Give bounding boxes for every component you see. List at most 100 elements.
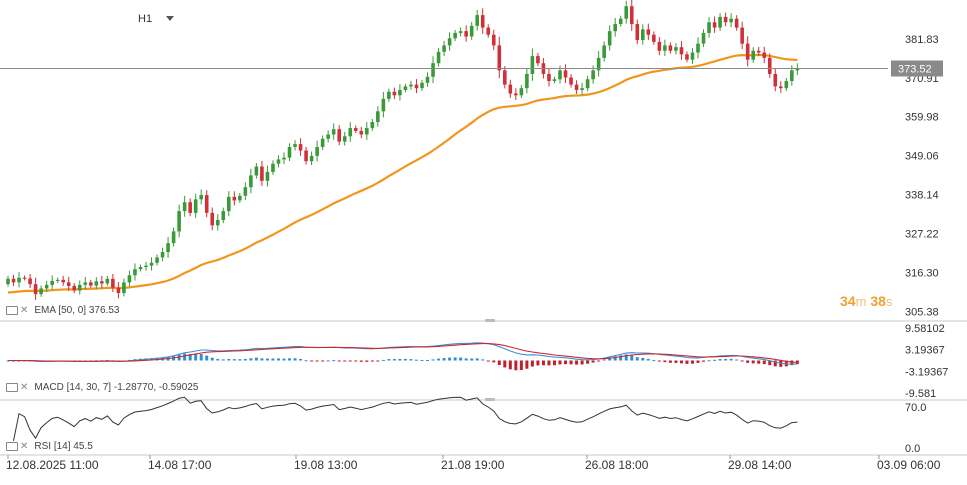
candle-body xyxy=(155,257,159,263)
candle-body xyxy=(591,70,595,80)
macd-histogram-bar xyxy=(696,360,700,363)
time-axis-tick: 12.08.2025 11:00 xyxy=(6,458,99,472)
candles-group xyxy=(6,0,800,300)
macd-histogram-bar xyxy=(177,354,181,361)
candle-body xyxy=(199,195,203,200)
macd-histogram-bar xyxy=(398,358,402,361)
indicator-settings-icon[interactable] xyxy=(6,383,18,392)
candle-body xyxy=(227,196,231,212)
candle-body xyxy=(353,128,358,131)
candle-body xyxy=(530,56,535,74)
macd-histogram-bar xyxy=(276,358,280,361)
candle-body xyxy=(690,52,695,60)
candle-body xyxy=(751,50,755,60)
macd-histogram-bar xyxy=(641,357,645,361)
candle-body xyxy=(287,146,292,158)
candle-body xyxy=(100,281,104,284)
macd-histogram-bar xyxy=(564,360,568,365)
candle-body xyxy=(420,82,424,89)
macd-histogram-bar xyxy=(205,355,209,361)
candle-body xyxy=(563,70,568,78)
close-icon[interactable]: ✕ xyxy=(20,382,29,393)
macd-axis-tick: -9.581 xyxy=(905,388,936,400)
macd-histogram-bar xyxy=(707,360,711,362)
macd-histogram-bar xyxy=(199,354,203,361)
candle-body xyxy=(6,278,10,285)
candle-body xyxy=(127,275,132,283)
time-axis-tick: 26.08 18:00 xyxy=(585,458,649,472)
macd-histogram-bar xyxy=(635,357,639,361)
candle-body xyxy=(618,18,623,25)
macd-histogram-bar xyxy=(376,360,380,362)
macd-histogram-bar xyxy=(685,360,689,364)
macd-histogram-bar xyxy=(497,360,501,365)
candle-body xyxy=(232,196,237,201)
candle-body xyxy=(436,51,441,64)
candle-body xyxy=(674,47,678,51)
candle-body xyxy=(685,54,689,60)
candle-body xyxy=(464,31,468,37)
macd-histogram-bar xyxy=(602,359,606,361)
candle-body xyxy=(376,111,380,123)
candle-body xyxy=(574,84,579,90)
current-price-value: 373.52 xyxy=(898,64,932,76)
macd-histogram-bar xyxy=(757,360,761,364)
macd-histogram-bar xyxy=(221,359,225,361)
macd-histogram-bar xyxy=(586,360,590,364)
macd-histogram-bar xyxy=(194,353,198,361)
price-axis-tick: 338.14 xyxy=(905,190,939,202)
indicator-settings-icon[interactable] xyxy=(6,306,18,315)
candle-body xyxy=(243,187,248,196)
candle-body xyxy=(39,288,43,295)
macd-histogram-bar xyxy=(724,358,728,361)
candle-body xyxy=(309,155,314,162)
macd-histogram-bar xyxy=(288,358,292,361)
countdown-seconds-unit: s xyxy=(885,294,893,309)
candle-body xyxy=(790,70,794,82)
candle-body xyxy=(447,38,452,46)
candle-body xyxy=(458,31,463,33)
candle-body xyxy=(486,27,491,35)
macd-histogram-bar xyxy=(370,360,374,362)
indicator-settings-icon[interactable] xyxy=(6,442,18,451)
close-icon[interactable]: ✕ xyxy=(20,441,29,452)
macd-histogram-bar xyxy=(690,360,694,364)
macd-histogram-bar xyxy=(608,357,612,361)
macd-line xyxy=(7,342,798,365)
macd-histogram-bar xyxy=(293,358,297,361)
macd-histogram-bar xyxy=(773,360,777,367)
candle-body xyxy=(138,267,143,270)
candle-body xyxy=(188,202,192,213)
candle-body xyxy=(370,122,375,129)
candle-body xyxy=(33,284,38,295)
macd-histogram-bar xyxy=(630,355,634,361)
timeframe-selector[interactable]: H1 xyxy=(138,13,153,25)
candle-body xyxy=(298,144,303,151)
candle-body xyxy=(61,279,65,283)
macd-histogram-bar xyxy=(321,360,325,362)
price-axis-tick: 316.30 xyxy=(905,267,939,279)
candle-body xyxy=(260,166,264,181)
candle-body xyxy=(514,93,518,96)
macd-histogram-bar xyxy=(762,360,766,365)
candle-body xyxy=(519,88,524,96)
close-icon[interactable]: ✕ xyxy=(20,305,29,316)
candle-body xyxy=(701,32,706,44)
macd-axis-tick: -3.19367 xyxy=(905,366,948,378)
candle-body xyxy=(77,284,82,291)
candle-body xyxy=(238,195,242,201)
macd-histogram-bar xyxy=(403,358,407,361)
candle-body xyxy=(734,18,739,28)
candle-body xyxy=(17,277,21,283)
candle-body xyxy=(83,282,88,285)
rsi-indicator-legend: ✕ RSI [14] 45.5 xyxy=(6,441,93,452)
macd-histogram-bar xyxy=(514,360,518,371)
macd-signal-line xyxy=(8,343,798,364)
chevron-down-icon[interactable] xyxy=(166,16,174,21)
candle-body xyxy=(149,262,154,266)
macd-histogram-bar xyxy=(359,360,363,362)
candle-body xyxy=(171,231,176,244)
macd-histogram-bar xyxy=(575,360,579,365)
